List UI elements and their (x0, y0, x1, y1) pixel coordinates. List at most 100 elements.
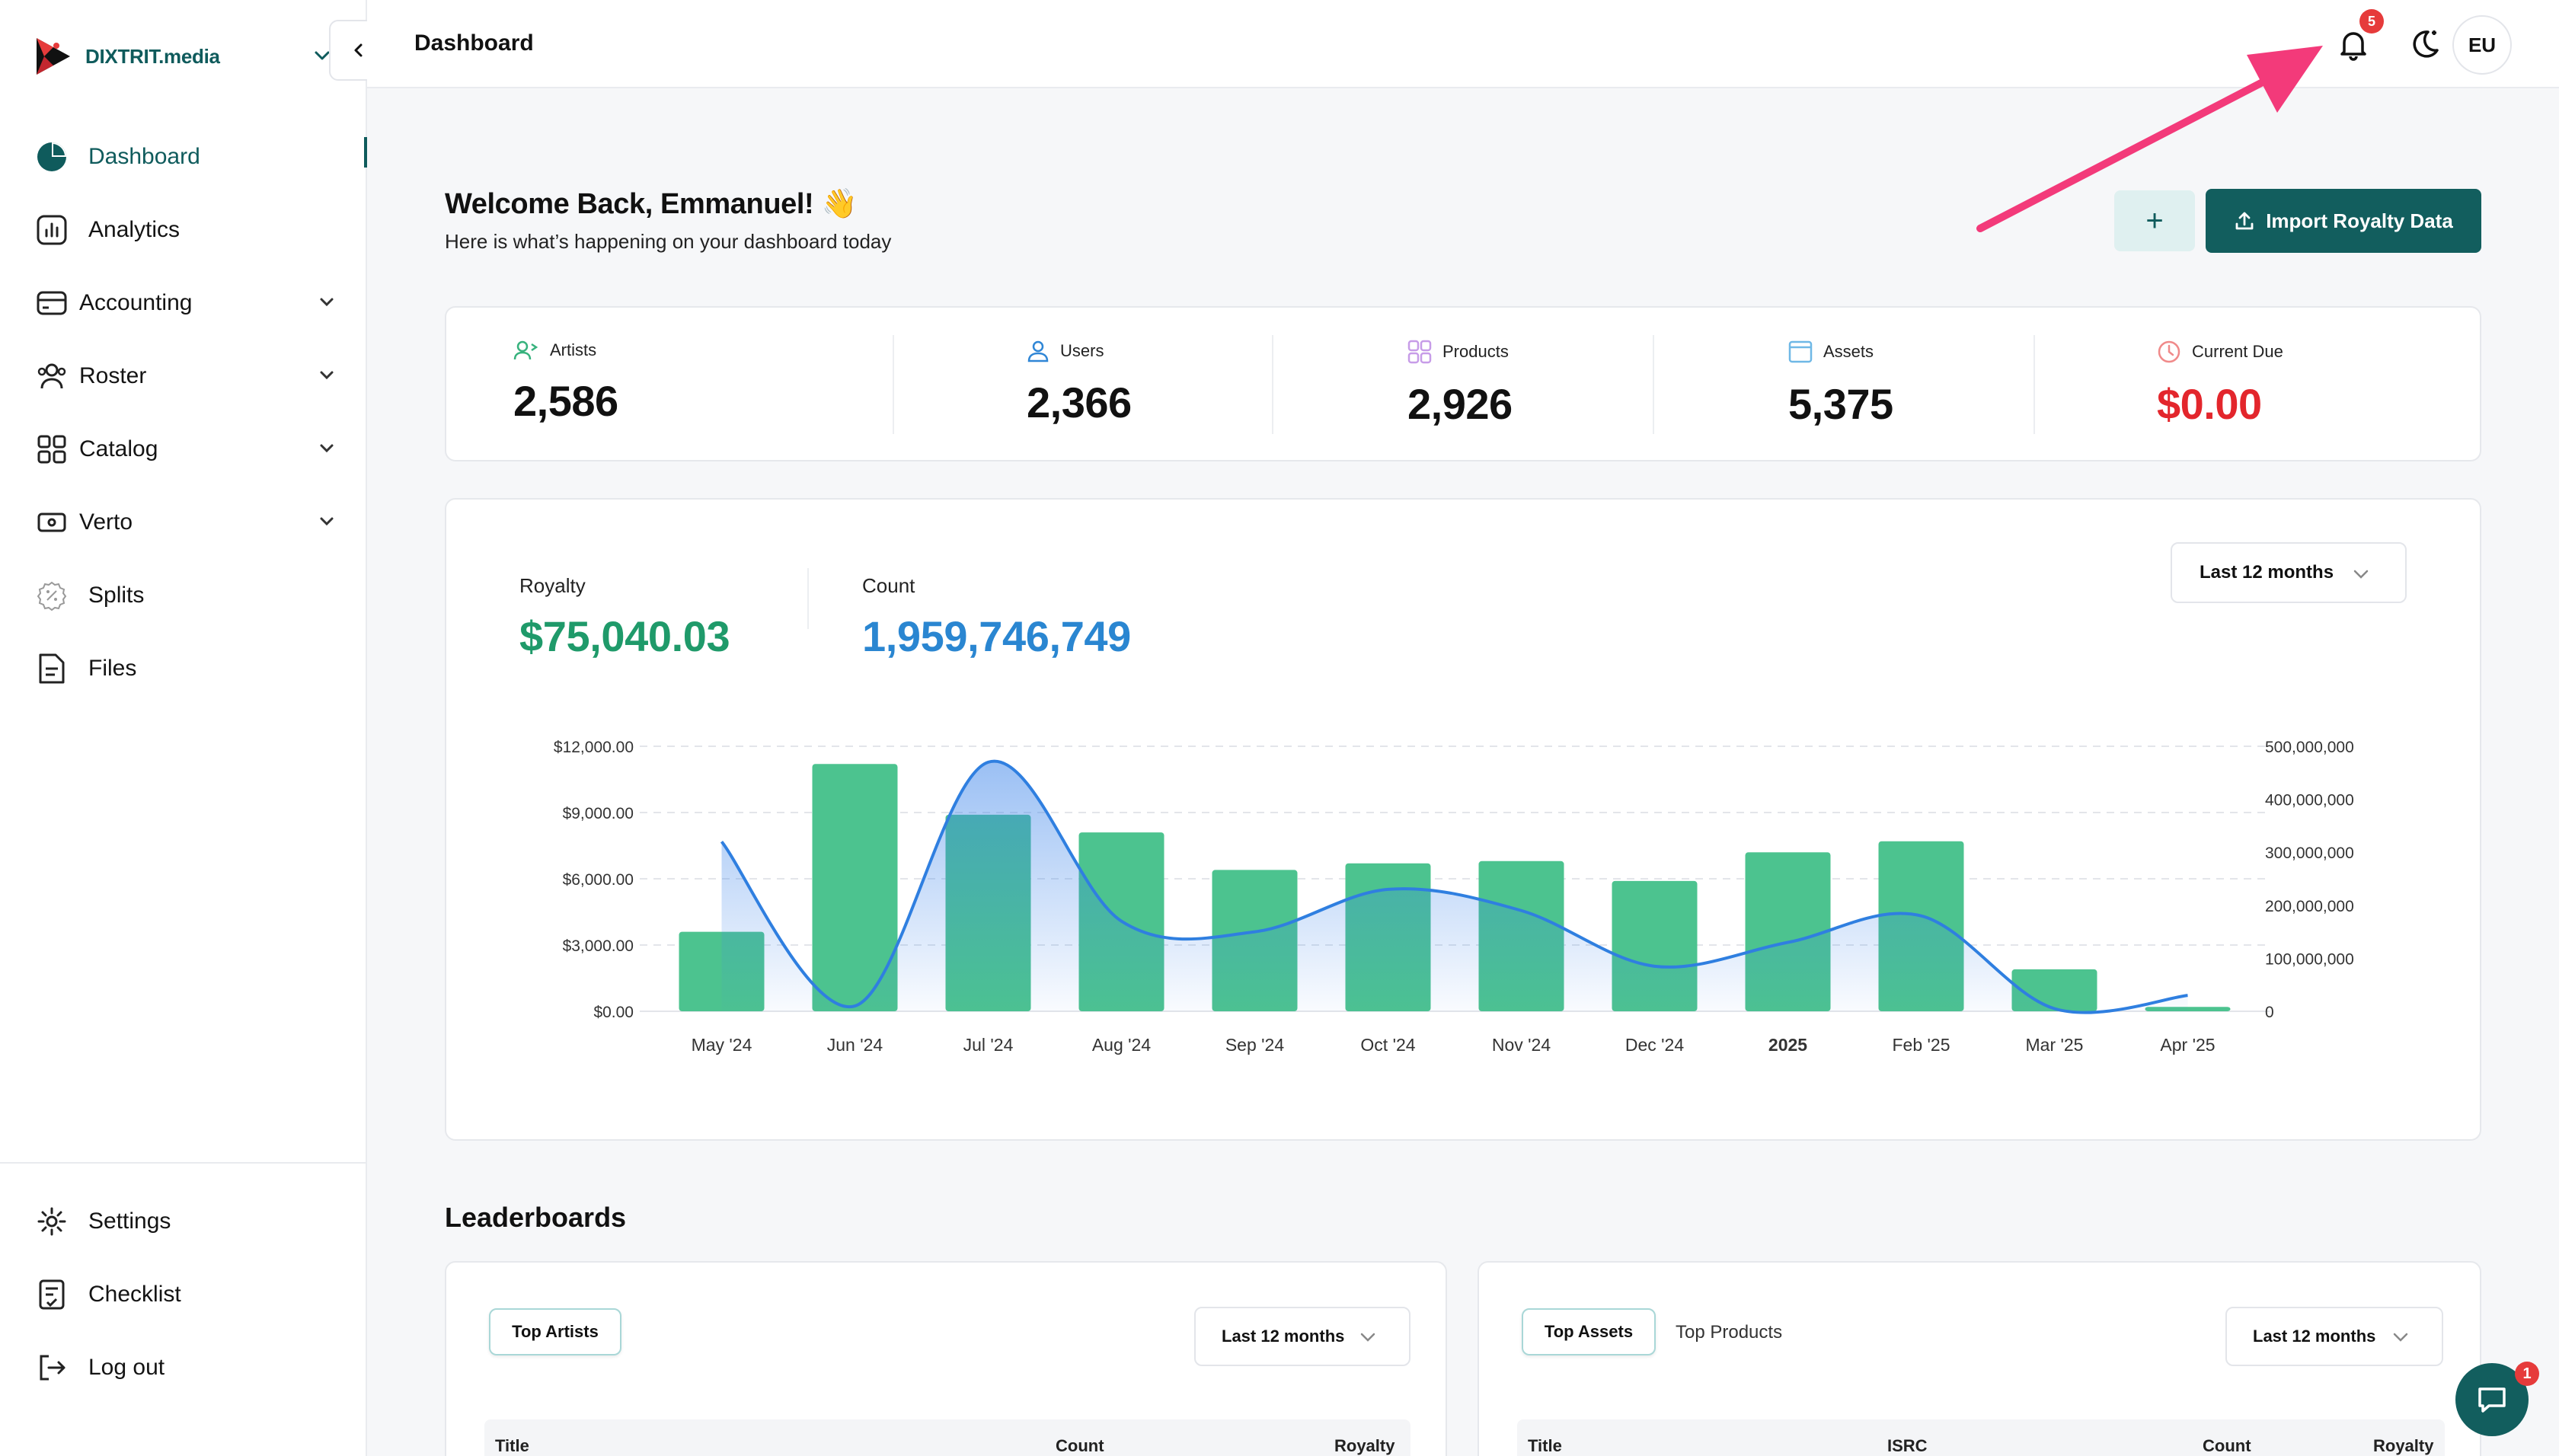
sidebar-item-catalog[interactable]: Catalog (0, 413, 367, 486)
chart-area (721, 761, 2188, 1013)
table-header: Title ISRC Count Royalty (1517, 1419, 2445, 1456)
column-header[interactable]: Count (1056, 1436, 1104, 1455)
add-button[interactable]: + (2114, 190, 2195, 251)
sidebar-item-analytics[interactable]: Analytics (0, 193, 367, 267)
chart-line (720, 759, 2188, 1014)
sidebar-item-verto[interactable]: Verto (0, 486, 367, 559)
y-right-tick-label: 300,000,000 (2265, 845, 2354, 862)
leaderboard-period-select[interactable]: Last 12 months (1194, 1307, 1410, 1366)
x-tick-label: Sep '24 (1225, 1035, 1284, 1055)
sidebar-item-label: Splits (88, 583, 145, 608)
import-royalty-data-button[interactable]: Import Royalty Data (2206, 189, 2481, 253)
bell-icon[interactable] (2335, 26, 2372, 62)
sidebar-item-label: Files (88, 656, 137, 681)
sidebar-item-label: Checklist (88, 1282, 181, 1307)
overview-chart-card: Royalty $75,040.03 Count 1,959,746,749 L… (445, 498, 2481, 1141)
tab-top-artists[interactable]: Top Artists (489, 1308, 621, 1355)
sidebar-item-label: Verto (79, 509, 133, 535)
upload-icon (2235, 212, 2254, 230)
stat-users: Users 2,366 (1027, 340, 1132, 427)
sidebar-item-dashboard[interactable]: Dashboard (0, 120, 367, 193)
period-select-value: Last 12 months (1222, 1327, 1345, 1346)
clock-icon (2158, 340, 2180, 363)
period-select[interactable]: Last 12 months (2171, 542, 2407, 603)
brand[interactable]: DIXTRIT.media (34, 35, 220, 78)
column-header[interactable]: Royalty (1334, 1436, 1395, 1455)
stat-label: Products (1442, 342, 1509, 361)
x-tick-label: Apr '25 (2160, 1035, 2215, 1055)
stat-divider (1272, 335, 1273, 434)
user-icon (1027, 340, 1049, 362)
stat-label: Users (1060, 341, 1104, 360)
file-icon (35, 652, 69, 685)
sidebar-item-label: Dashboard (88, 144, 200, 169)
chevron-down-icon[interactable] (311, 44, 334, 67)
royalty-value: $75,040.03 (519, 612, 730, 660)
sidebar-item-logout[interactable]: Log out (0, 1331, 367, 1404)
chart-bar (812, 764, 898, 1011)
products-icon (1407, 340, 1432, 364)
chevron-down-icon[interactable] (315, 364, 338, 387)
tab-top-assets[interactable]: Top Assets (1522, 1308, 1656, 1355)
column-header[interactable]: ISRC (1887, 1436, 1928, 1455)
y-left-tick-label: $0.00 (593, 1004, 634, 1021)
sidebar-item-checklist[interactable]: Checklist (0, 1258, 367, 1331)
sidebar-item-label: Catalog (79, 436, 158, 461)
count-value: 1,959,746,749 (862, 612, 1131, 660)
avatar[interactable]: EU (2452, 15, 2512, 75)
stat-label: Assets (1823, 342, 1874, 361)
checklist-icon (35, 1278, 69, 1311)
chevron-down-icon[interactable] (315, 291, 338, 314)
sidebar-item-splits[interactable]: Splits (0, 559, 367, 632)
sidebar-item-roster[interactable]: Roster (0, 340, 367, 413)
column-header[interactable]: Title (1528, 1436, 1562, 1455)
y-left-tick-label: $9,000.00 (563, 805, 634, 822)
chevron-left-icon (354, 43, 363, 57)
welcome-subtitle: Here is what’s happening on your dashboa… (445, 230, 892, 253)
stat-value: $0.00 (2157, 380, 2262, 428)
stat-divider (1653, 335, 1654, 434)
import-label: Import Royalty Data (2266, 209, 2453, 232)
stat-assets: Assets 5,375 (1788, 340, 1893, 429)
y-right-tick-label: 400,000,000 (2265, 792, 2354, 809)
gear-icon (35, 1205, 69, 1238)
royalty-metric: Royalty $75,040.03 (519, 574, 730, 661)
count-metric: Count 1,959,746,749 (862, 574, 1131, 661)
y-left-tick-label: $6,000.00 (563, 871, 634, 889)
artist-icon (513, 340, 538, 360)
top-assets-card: Top Assets Top Products Last 12 months T… (1478, 1261, 2481, 1456)
chevron-down-icon[interactable] (315, 437, 338, 460)
x-tick-label: Aug '24 (1092, 1035, 1151, 1055)
y-right-tick-label: 0 (2265, 1004, 2274, 1021)
tab-top-products[interactable]: Top Products (1676, 1322, 1783, 1343)
grid-icon (35, 433, 69, 466)
stat-label: Artists (550, 340, 597, 359)
y-right-tick-label: 200,000,000 (2265, 898, 2354, 915)
x-tick-label: 2025 (1768, 1035, 1807, 1055)
stat-value: 5,375 (1788, 380, 1893, 428)
royalty-label: Royalty (519, 574, 586, 597)
chat-icon (2478, 1387, 2506, 1413)
x-tick-label: Feb '25 (1893, 1035, 1950, 1055)
sidebar-item-accounting[interactable]: Accounting (0, 267, 367, 340)
moon-icon[interactable] (2405, 24, 2445, 64)
column-header[interactable]: Count (2203, 1436, 2251, 1455)
y-left-tick-label: $3,000.00 (563, 937, 634, 955)
leaderboard-period-select[interactable]: Last 12 months (2225, 1307, 2443, 1366)
stat-value: 2,366 (1027, 378, 1132, 426)
column-header[interactable]: Title (495, 1436, 529, 1455)
count-label: Count (862, 574, 915, 597)
chevron-down-icon[interactable] (315, 510, 338, 533)
sidebar-item-settings[interactable]: Settings (0, 1185, 367, 1258)
stat-value: 2,926 (1407, 380, 1513, 428)
sidebar-item-label: Roster (79, 363, 147, 388)
x-tick-label: Jun '24 (827, 1035, 883, 1055)
x-tick-label: Mar '25 (2026, 1035, 2084, 1055)
wallet-icon (35, 286, 69, 320)
x-tick-label: Jul '24 (963, 1035, 1014, 1055)
stat-artists: Artists 2,586 (513, 340, 618, 426)
stats-card: Artists 2,586 Users 2,366 Products 2,926… (445, 306, 2481, 461)
column-header[interactable]: Royalty (2373, 1436, 2434, 1455)
sidebar-item-label: Settings (88, 1209, 171, 1234)
sidebar-item-files[interactable]: Files (0, 632, 367, 705)
